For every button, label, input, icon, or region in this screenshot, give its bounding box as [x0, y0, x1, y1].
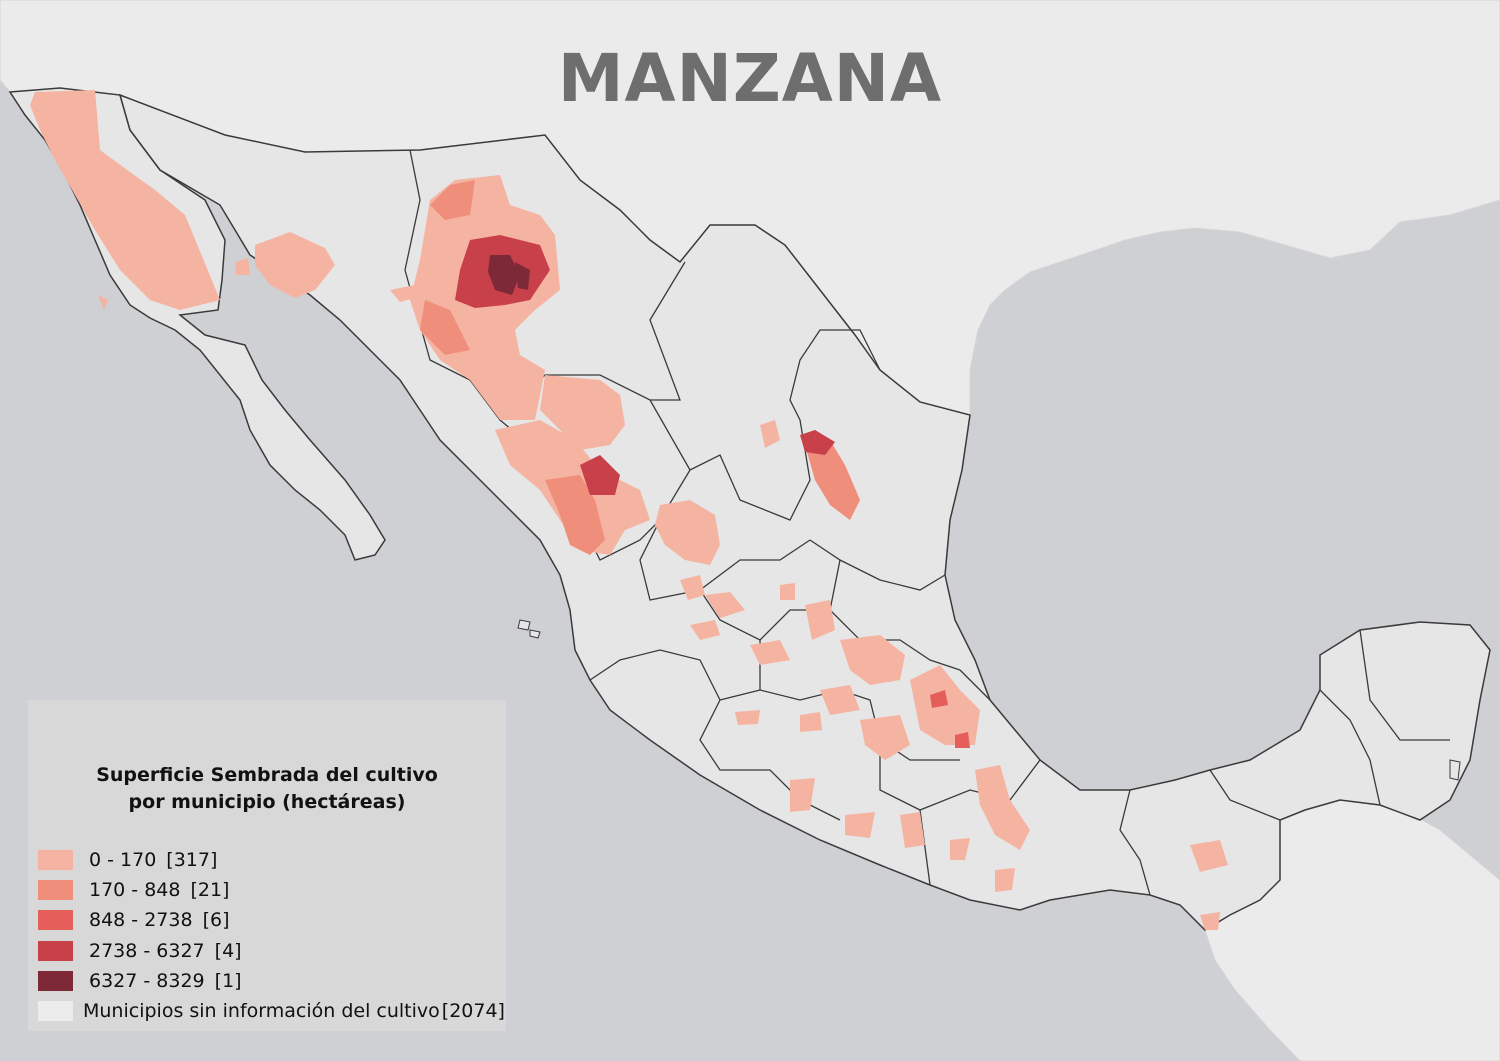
municipality-region: [430, 180, 475, 220]
municipality-region: [950, 838, 970, 860]
legend-swatch: [38, 941, 73, 961]
municipality-region: [235, 258, 250, 275]
manzana-municipalities: [30, 90, 1228, 930]
legend-label: 170 - 848: [89, 879, 181, 901]
legend-item-class-3: 848 - 2738 [6]: [38, 909, 229, 931]
legend-swatch: [38, 1001, 73, 1021]
municipality-region: [930, 690, 948, 708]
legend-swatch: [38, 910, 73, 930]
island: [529, 629, 541, 639]
municipality-region: [790, 778, 815, 812]
municipality-region: [995, 868, 1015, 892]
municipality-region: [655, 500, 720, 565]
municipality-region: [540, 375, 625, 450]
legend-count: [4]: [214, 940, 242, 962]
municipality-region: [1190, 840, 1228, 872]
islands: [517, 619, 1461, 781]
municipality-region: [1200, 912, 1220, 930]
municipality-region: [515, 262, 530, 290]
legend-count: [2074]: [441, 1000, 505, 1022]
legend-label: 0 - 170: [89, 849, 157, 871]
municipality-region: [580, 455, 620, 495]
legend-item-class-5: 6327 - 8329 [1]: [38, 970, 242, 992]
municipality-region: [860, 715, 910, 760]
legend-item-no-data: Municipios sin información del cultivo […: [38, 1000, 505, 1022]
legend-count: [317]: [166, 849, 218, 871]
municipality-region: [760, 420, 780, 448]
municipality-region: [690, 620, 720, 640]
legend-title-line2: por municipio (hectáreas): [128, 791, 406, 813]
legend-title: Superficie Sembrada del cultivo por muni…: [28, 762, 506, 816]
legend-swatch: [38, 850, 73, 870]
municipality-region: [820, 685, 860, 715]
legend-count: [1]: [214, 970, 242, 992]
municipality-region: [750, 640, 790, 665]
legend-item-class-1: 0 - 170 [317]: [38, 849, 217, 871]
legend: Superficie Sembrada del cultivo por muni…: [28, 700, 506, 1031]
legend-count: [21]: [190, 879, 230, 901]
legend-label: 6327 - 8329: [89, 970, 205, 992]
municipality-region: [955, 732, 970, 748]
municipality-region: [780, 583, 795, 600]
municipality-region: [805, 600, 835, 640]
municipality-region: [805, 440, 860, 520]
island: [517, 619, 531, 631]
legend-label: 848 - 2738: [89, 909, 193, 931]
municipality-region: [845, 812, 875, 838]
municipality-region: [975, 765, 1030, 850]
legend-title-line1: Superficie Sembrada del cultivo: [96, 764, 438, 786]
municipality-region: [420, 300, 470, 355]
municipality-region: [840, 635, 905, 685]
island: [1449, 759, 1461, 781]
legend-label: 2738 - 6327: [89, 940, 205, 962]
legend-count: [6]: [202, 909, 230, 931]
municipality-region: [735, 710, 760, 725]
legend-swatch: [38, 880, 73, 900]
municipality-region: [98, 295, 108, 310]
municipality-region: [488, 255, 520, 295]
municipality-region: [255, 232, 335, 298]
legend-label: Municipios sin información del cultivo: [83, 1000, 440, 1022]
municipality-region: [800, 712, 822, 732]
map-title: MANZANA: [557, 40, 943, 117]
municipality-region: [30, 90, 220, 310]
legend-swatch: [38, 971, 73, 991]
municipality-region: [800, 430, 835, 455]
municipality-region: [900, 812, 925, 848]
municipality-region: [680, 575, 705, 600]
municipality-region: [705, 592, 745, 618]
legend-item-class-4: 2738 - 6327 [4]: [38, 940, 242, 962]
legend-item-class-2: 170 - 848 [21]: [38, 879, 229, 901]
